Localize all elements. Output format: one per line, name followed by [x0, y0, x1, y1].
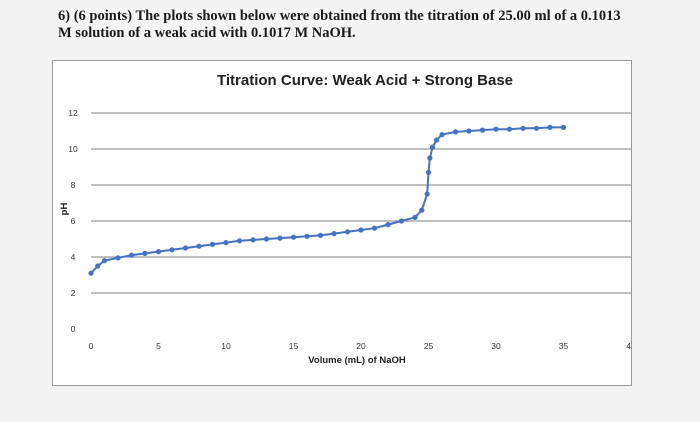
data-point [427, 155, 433, 161]
x-tick-label: 35 [559, 341, 569, 351]
y-tick-label: 8 [71, 180, 76, 190]
y-tick-label: 10 [68, 144, 78, 154]
data-point [250, 237, 256, 243]
data-point [128, 252, 135, 258]
y-tick-label: 4 [71, 252, 76, 262]
question-text: 6) (6 points) The plots shown below were… [58, 8, 678, 42]
data-point [277, 235, 283, 241]
chart-title: Titration Curve: Weak Acid + Strong Base [217, 72, 513, 89]
data-point [290, 234, 297, 240]
y-tick-label: 6 [71, 216, 76, 226]
y-axis-label: pH [59, 203, 70, 216]
data-point [115, 255, 121, 261]
data-point [452, 129, 459, 135]
data-point [429, 144, 436, 150]
x-tick-label: 15 [289, 341, 299, 351]
question-line-2: M solution of a weak acid with 0.1017 M … [58, 25, 356, 41]
data-point [236, 238, 243, 244]
x-tick-label: 5 [156, 341, 161, 351]
data-point [424, 191, 430, 197]
data-point [398, 218, 405, 224]
data-point [209, 241, 216, 247]
data-point [385, 222, 391, 228]
data-point [169, 247, 175, 253]
data-point [412, 214, 418, 220]
data-point [419, 207, 425, 213]
x-tick-label: 30 [491, 341, 501, 351]
data-point [533, 125, 540, 131]
data-point [196, 243, 202, 249]
data-point [101, 258, 108, 264]
data-point [506, 126, 513, 132]
x-tick-label: 10 [221, 341, 231, 351]
x-tick-label: 40 [626, 341, 631, 351]
data-point [223, 240, 229, 246]
data-point [479, 127, 486, 133]
x-axis-label: Volume (mL) of NaOH [308, 355, 406, 366]
data-point [344, 229, 351, 235]
data-point [155, 249, 162, 255]
data-point [88, 270, 94, 276]
data-point [434, 137, 440, 143]
data-point [317, 232, 324, 238]
data-point [547, 124, 553, 130]
data-point [493, 126, 499, 132]
data-point [263, 236, 270, 242]
chart-frame: Titration Curve: Weak Acid + Strong Base… [52, 60, 632, 386]
data-point [331, 231, 337, 237]
data-point [304, 233, 310, 239]
data-point [439, 132, 445, 138]
data-point [358, 227, 364, 233]
data-point [371, 225, 378, 231]
y-tick-label: 0 [71, 324, 76, 334]
data-point [95, 263, 101, 269]
x-tick-label: 0 [89, 341, 94, 351]
titration-chart: Titration Curve: Weak Acid + Strong Base… [59, 72, 631, 366]
data-point [182, 245, 189, 251]
y-tick-label: 2 [71, 288, 76, 298]
data-point [466, 128, 472, 134]
data-point [560, 124, 567, 130]
data-point [425, 169, 432, 175]
x-tick-label: 25 [424, 341, 434, 351]
question-line-1: 6) (6 points) The plots shown below were… [58, 8, 621, 24]
data-point [520, 125, 526, 131]
y-tick-label: 12 [68, 108, 78, 118]
x-tick-label: 20 [356, 341, 366, 351]
data-point [142, 250, 148, 256]
